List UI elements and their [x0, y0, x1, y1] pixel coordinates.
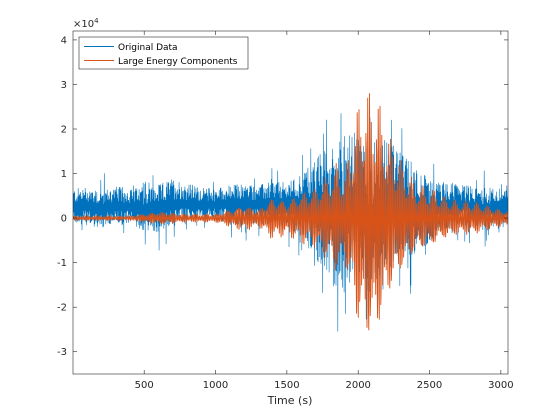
legend-label-original-data: Original Data [118, 43, 178, 53]
y-tick-label: 4 [61, 35, 67, 46]
y-exponent-label: ×104 [73, 17, 99, 30]
plot-data-layer [73, 93, 508, 332]
axis-ticks: 500 1000 1500 2000 2500 3000 -3 -2 -1 0 1 2 3 4 [57, 31, 514, 391]
x-tick-label: 1500 [274, 380, 299, 391]
x-tick-label: 500 [135, 380, 154, 391]
y-tick-label: 1 [61, 169, 67, 180]
y-tick-label: -3 [57, 347, 67, 358]
axes-box [72, 30, 509, 375]
x-tick-label: 1000 [203, 380, 228, 391]
legend: Original Data Large Energy Components [78, 36, 249, 70]
y-tick-label: -1 [57, 258, 67, 269]
x-tick-label: 2000 [345, 380, 370, 391]
y-tick-label: -2 [57, 303, 67, 314]
legend-label-large-energy: Large Energy Components [118, 57, 238, 67]
legend-box [78, 36, 249, 70]
y-tick-label: 3 [61, 80, 67, 91]
x-tick-label: 2500 [417, 380, 442, 391]
series-line-original-data [73, 113, 508, 332]
x-axis-label: Time (s) [267, 394, 313, 407]
y-tick-label: 0 [61, 214, 67, 225]
y-tick-label: 2 [61, 125, 67, 136]
x-tick-label: 3000 [488, 380, 513, 391]
series-line-large-energy-components [73, 93, 508, 331]
